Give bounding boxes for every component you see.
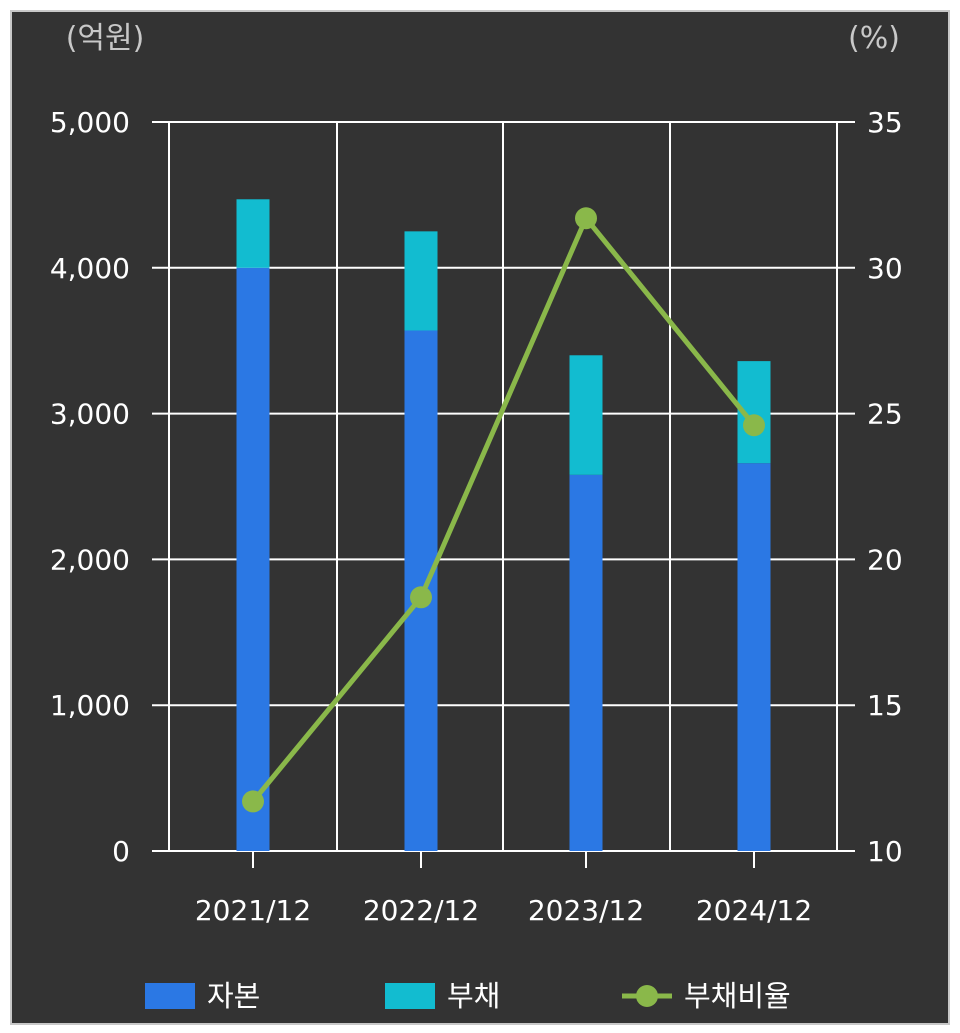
- right-axis-tick-label: 35: [867, 106, 903, 139]
- x-axis-tick-label: 2023/12: [528, 894, 644, 927]
- left-axis-unit-label: (억원): [66, 21, 145, 56]
- right-axis-tick-label: 25: [867, 398, 903, 431]
- right-axis-unit-label: (%): [848, 21, 900, 56]
- axes: [152, 121, 855, 868]
- chart-frame: [10, 10, 950, 1025]
- bar-debt-2021-12: [236, 199, 270, 268]
- bar-equity-2024-12: [737, 463, 771, 851]
- ratio-point-2022-12: [410, 586, 432, 609]
- x-axis-tick-label: 2024/12: [696, 894, 812, 927]
- bar-equity-2023-12: [569, 474, 603, 851]
- legend-label-debt: 부채: [447, 979, 500, 1013]
- legend: 자본 부채 부채비율: [145, 979, 791, 1013]
- left-axis-tick-label: 0: [112, 835, 130, 868]
- ratio-point-2024-12: [743, 414, 765, 437]
- ratio-line: [251, 215, 756, 804]
- legend-label-equity: 자본: [207, 979, 260, 1013]
- left-axis-tick-label: 4,000: [50, 252, 130, 285]
- left-axis-tick-label: 5,000: [50, 106, 130, 139]
- left-axis-tick-label: 2,000: [50, 543, 130, 576]
- legend-swatch-ratio-marker: [636, 985, 658, 1007]
- grid-lines: [168, 121, 838, 852]
- tick-labels: 5,000 4,000 3,000 2,000 1,000 0 35 30 25 20 15 10 20…: [50, 106, 903, 927]
- line-series: [242, 207, 765, 813]
- bar-debt-2022-12: [404, 231, 438, 331]
- legend-swatch-debt: [385, 983, 435, 1009]
- ratio-point-2021-12: [242, 790, 264, 813]
- bar-debt-2023-12: [569, 355, 603, 475]
- left-axis-tick-label: 1,000: [50, 689, 130, 722]
- right-axis-tick-label: 10: [867, 835, 903, 868]
- right-axis-tick-label: 20: [867, 543, 903, 576]
- legend-label-ratio: 부채비율: [684, 979, 791, 1013]
- right-axis-tick-label: 30: [867, 252, 903, 285]
- left-axis-tick-label: 3,000: [50, 398, 130, 431]
- ratio-point-2023-12: [575, 207, 597, 230]
- right-axis-tick-label: 15: [867, 689, 903, 722]
- x-axis-tick-label: 2022/12: [363, 894, 479, 927]
- x-axis-tick-label: 2021/12: [195, 894, 311, 927]
- bar-equity-2021-12: [236, 267, 270, 851]
- legend-swatch-equity: [145, 983, 195, 1009]
